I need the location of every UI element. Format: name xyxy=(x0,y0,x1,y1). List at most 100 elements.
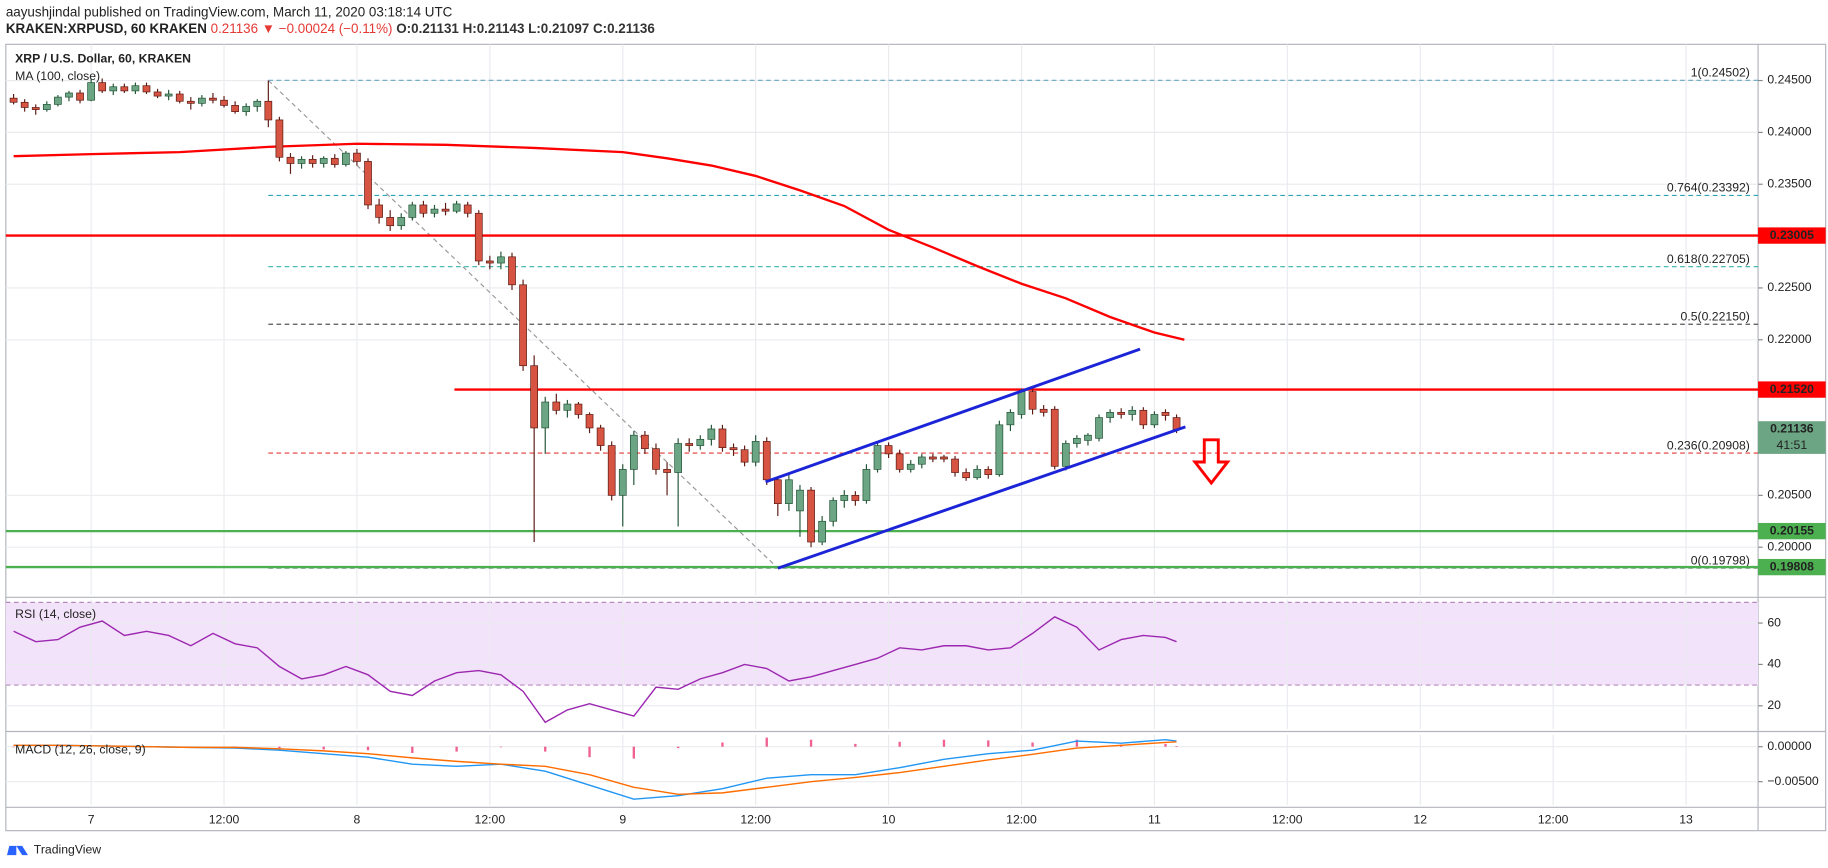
y-tick-label: 0.22500 xyxy=(1767,280,1811,294)
candle-body xyxy=(497,256,505,264)
candle-body xyxy=(375,204,383,218)
price-tag xyxy=(1758,381,1826,398)
candle-body xyxy=(54,96,62,105)
candle-body xyxy=(729,447,738,451)
candle-body xyxy=(1050,408,1059,467)
candle-body xyxy=(76,92,84,101)
candle-body xyxy=(762,441,771,481)
candle-body xyxy=(796,489,804,512)
histogram-bar xyxy=(854,743,857,747)
price-tag xyxy=(1758,558,1826,576)
histogram-bar xyxy=(765,737,768,747)
candle-body xyxy=(917,456,926,465)
price-tag xyxy=(1758,227,1826,244)
candle-body xyxy=(1039,408,1048,413)
candle-body xyxy=(940,456,948,460)
candle-body xyxy=(906,463,915,470)
histogram-bar xyxy=(809,739,813,747)
histogram-bar xyxy=(632,746,636,759)
candle-body xyxy=(286,156,295,164)
candle-body xyxy=(342,152,350,165)
price-tag xyxy=(1758,522,1826,540)
candle-body xyxy=(895,453,904,470)
histogram-bar xyxy=(721,742,724,747)
candle-body xyxy=(441,208,450,212)
candle-body xyxy=(153,91,162,97)
candle-body xyxy=(209,97,217,101)
candle-body xyxy=(9,97,18,103)
candle-body xyxy=(696,438,705,446)
candle-body xyxy=(641,434,649,450)
publisher-line: aayushjindal published on TradingView.co… xyxy=(6,4,453,19)
histogram-bar xyxy=(676,746,680,749)
x-tick-label: 12:00 xyxy=(1272,812,1303,826)
candle-body xyxy=(740,449,749,463)
candle-body xyxy=(1161,412,1170,416)
candle-body xyxy=(618,469,627,496)
countdown-label: 41:51 xyxy=(1777,438,1808,452)
candle-body xyxy=(508,256,516,286)
candle-body xyxy=(707,428,716,440)
candle-body xyxy=(552,401,561,411)
y-tick-label: 0.20000 xyxy=(1767,539,1811,553)
footer-brand: TradingView xyxy=(34,843,101,857)
x-tick-label: 12:00 xyxy=(475,812,506,826)
candle-body xyxy=(1084,434,1092,441)
candle-body xyxy=(1106,412,1114,418)
candle-body xyxy=(474,212,483,262)
candle-body xyxy=(652,448,660,470)
candle-body xyxy=(1061,443,1070,467)
candle-body xyxy=(574,403,583,415)
histogram-bar xyxy=(588,746,591,758)
histogram-bar xyxy=(1031,742,1034,747)
candle-body xyxy=(98,82,107,92)
candle-body xyxy=(275,119,284,158)
candle-body xyxy=(319,157,328,164)
candle-body xyxy=(973,469,982,479)
candle-body xyxy=(751,441,760,463)
candle-body xyxy=(463,204,472,214)
symbol: KRAKEN:XRPUSD, 60 KRAKEN xyxy=(6,21,207,36)
ohlc: O:0.21131 H:0.21143 L:0.21097 C:0.21136 xyxy=(396,21,655,36)
y-tick-label: 0.23500 xyxy=(1767,176,1811,190)
candle-body xyxy=(995,424,1004,475)
candle-body xyxy=(1095,417,1103,439)
candle-body xyxy=(884,445,893,455)
x-tick-label: 12 xyxy=(1413,812,1427,826)
channel-line xyxy=(765,347,1141,484)
candle-body xyxy=(42,104,51,110)
channel-line xyxy=(777,425,1186,570)
candle-body xyxy=(629,434,638,470)
legend-entry: MA (100, close) xyxy=(15,69,100,83)
histogram-bar xyxy=(366,746,370,751)
candle-body xyxy=(1073,437,1081,444)
candle-body xyxy=(397,217,406,227)
candle-body xyxy=(408,204,417,218)
candle-body xyxy=(87,82,95,101)
fib-label: 0(0.19798) xyxy=(1691,553,1750,567)
moving-average xyxy=(13,142,1185,341)
candle-body xyxy=(807,489,815,543)
candle-body xyxy=(297,158,306,164)
price-tag-label: 0.19808 xyxy=(1770,559,1814,573)
candle-body xyxy=(220,99,228,106)
candle-body xyxy=(231,105,239,112)
x-tick-label: 9 xyxy=(619,812,626,826)
y-tick-label: 0.20500 xyxy=(1767,488,1811,502)
panel-title: XRP / U.S. Dollar, 60, KRAKEN xyxy=(15,52,191,66)
last-price-tag xyxy=(1758,421,1826,454)
histogram-bar xyxy=(1075,739,1079,747)
candle-body xyxy=(1017,391,1026,415)
candle-body xyxy=(109,86,118,92)
histogram-bar xyxy=(544,746,547,752)
candle-body xyxy=(353,152,361,162)
histogram-bar xyxy=(499,746,503,748)
x-tick-label: 12:00 xyxy=(1538,812,1569,826)
fib-label: 0.5(0.22150) xyxy=(1681,309,1750,323)
candle-body xyxy=(674,443,682,473)
y-tick-label: 60 xyxy=(1767,615,1781,629)
y-tick-label: −0.00500 xyxy=(1767,774,1819,788)
candle-body xyxy=(1117,412,1126,415)
candle-body xyxy=(198,97,206,104)
